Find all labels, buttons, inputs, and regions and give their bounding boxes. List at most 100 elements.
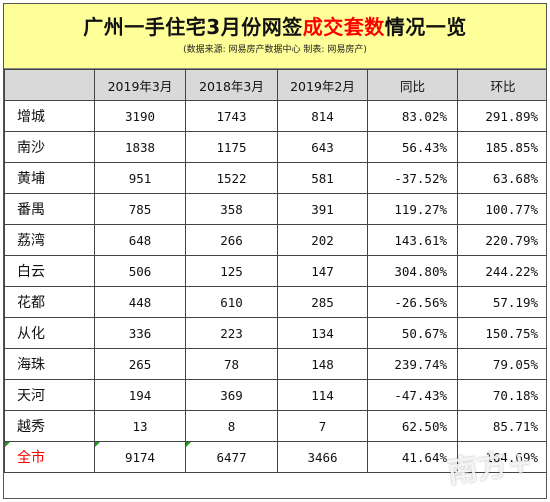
cell-district: 天河 bbox=[4, 379, 95, 411]
table-row: 荔湾 648 266 202 143.61% 220.79% bbox=[4, 224, 546, 256]
cell-mar2018: 369 bbox=[185, 379, 278, 411]
cell-feb2019: 147 bbox=[277, 255, 368, 287]
cell-mar2018: 610 bbox=[185, 286, 278, 318]
cell-yoy: -26.56% bbox=[367, 286, 458, 318]
title-block: 广州一手住宅3月份网签成交套数情况一览 (数据来源: 网易房产数据中心 制表: … bbox=[4, 4, 546, 69]
cell-feb2019: 148 bbox=[277, 348, 368, 380]
cell-yoy: -47.43% bbox=[367, 379, 458, 411]
table-row: 花都 448 610 285 -26.56% 57.19% bbox=[4, 286, 546, 318]
cell-mar2018: 125 bbox=[185, 255, 278, 287]
total-mar2019: 9174 bbox=[94, 441, 186, 473]
total-mom: 164.69% bbox=[457, 441, 546, 473]
cell-district: 番禺 bbox=[4, 193, 95, 225]
cell-mar2019: 265 bbox=[94, 348, 186, 380]
cell-mar2019: 194 bbox=[94, 379, 186, 411]
cell-feb2019: 391 bbox=[277, 193, 368, 225]
cell-yoy: 119.27% bbox=[367, 193, 458, 225]
cell-yoy: 239.74% bbox=[367, 348, 458, 380]
table-row: 白云 506 125 147 304.80% 244.22% bbox=[4, 255, 546, 287]
cell-district: 黄埔 bbox=[4, 162, 95, 194]
title-part2: 情况一览 bbox=[384, 15, 467, 39]
cell-mom: 79.05% bbox=[457, 348, 546, 380]
cell-mom: 150.75% bbox=[457, 317, 546, 349]
total-district: 全市 bbox=[4, 441, 95, 473]
cell-district: 增城 bbox=[4, 100, 95, 132]
header-feb2019: 2019年2月 bbox=[277, 69, 368, 101]
cell-mar2019: 506 bbox=[94, 255, 186, 287]
cell-district: 海珠 bbox=[4, 348, 95, 380]
header-corner bbox=[4, 69, 95, 101]
cell-mar2019: 13 bbox=[94, 410, 186, 442]
cell-mar2019: 336 bbox=[94, 317, 186, 349]
cell-mar2019: 1838 bbox=[94, 131, 186, 163]
cell-district: 荔湾 bbox=[4, 224, 95, 256]
cell-mom: 70.18% bbox=[457, 379, 546, 411]
cell-yoy: 143.61% bbox=[367, 224, 458, 256]
cell-yoy: 62.50% bbox=[367, 410, 458, 442]
header-mom: 环比 bbox=[457, 69, 546, 101]
table-row: 越秀 13 8 7 62.50% 85.71% bbox=[4, 410, 546, 442]
cell-mom: 220.79% bbox=[457, 224, 546, 256]
cell-mom: 85.71% bbox=[457, 410, 546, 442]
cell-mar2018: 358 bbox=[185, 193, 278, 225]
table-row: 增城 3190 1743 814 83.02% 291.89% bbox=[4, 100, 546, 132]
cell-yoy: 56.43% bbox=[367, 131, 458, 163]
cell-feb2019: 285 bbox=[277, 286, 368, 318]
cell-mar2018: 223 bbox=[185, 317, 278, 349]
total-mar2018: 6477 bbox=[185, 441, 278, 473]
cell-mar2018: 8 bbox=[185, 410, 278, 442]
total-row: 全市 9174 6477 3466 41.64% 164.69% bbox=[4, 441, 546, 473]
cell-feb2019: 114 bbox=[277, 379, 368, 411]
total-feb2019: 3466 bbox=[277, 441, 368, 473]
cell-mar2018: 266 bbox=[185, 224, 278, 256]
cell-mom: 63.68% bbox=[457, 162, 546, 194]
table-row: 南沙 1838 1175 643 56.43% 185.85% bbox=[4, 131, 546, 163]
cell-mar2018: 78 bbox=[185, 348, 278, 380]
cell-feb2019: 581 bbox=[277, 162, 368, 194]
cell-mar2019: 3190 bbox=[94, 100, 186, 132]
table-row: 海珠 265 78 148 239.74% 79.05% bbox=[4, 348, 546, 380]
cell-mar2019: 448 bbox=[94, 286, 186, 318]
cell-feb2019: 7 bbox=[277, 410, 368, 442]
cell-feb2019: 814 bbox=[277, 100, 368, 132]
cell-mar2019: 785 bbox=[94, 193, 186, 225]
cell-feb2019: 202 bbox=[277, 224, 368, 256]
title-part1: 广州一手住宅3月份网签 bbox=[83, 15, 303, 39]
header-row: 2019年3月 2018年3月 2019年2月 同比 环比 bbox=[4, 69, 546, 101]
title-highlight: 成交套数 bbox=[302, 15, 385, 39]
cell-yoy: -37.52% bbox=[367, 162, 458, 194]
cell-mar2018: 1522 bbox=[185, 162, 278, 194]
cell-district: 从化 bbox=[4, 317, 95, 349]
table-row: 番禺 785 358 391 119.27% 100.77% bbox=[4, 193, 546, 225]
cell-mom: 291.89% bbox=[457, 100, 546, 132]
table-body: 增城 3190 1743 814 83.02% 291.89% 南沙 1838 1175 643 5… bbox=[4, 100, 546, 442]
cell-district: 越秀 bbox=[4, 410, 95, 442]
source-note: (数据来源: 网易房产数据中心 制表: 网易房产) bbox=[183, 45, 367, 55]
cell-feb2019: 643 bbox=[277, 131, 368, 163]
header-mar2019: 2019年3月 bbox=[94, 69, 186, 101]
table-title: 广州一手住宅3月份网签成交套数情况一览 bbox=[4, 4, 546, 40]
cell-district: 花都 bbox=[4, 286, 95, 318]
table-row: 黄埔 951 1522 581 -37.52% 63.68% bbox=[4, 162, 546, 194]
header-mar2018: 2018年3月 bbox=[185, 69, 278, 101]
cell-yoy: 50.67% bbox=[367, 317, 458, 349]
cell-yoy: 304.80% bbox=[367, 255, 458, 287]
table-row: 从化 336 223 134 50.67% 150.75% bbox=[4, 317, 546, 349]
cell-yoy: 83.02% bbox=[367, 100, 458, 132]
total-yoy: 41.64% bbox=[367, 441, 458, 473]
cell-mar2018: 1175 bbox=[185, 131, 278, 163]
cell-district: 南沙 bbox=[4, 131, 95, 163]
cell-mar2019: 648 bbox=[94, 224, 186, 256]
cell-mom: 100.77% bbox=[457, 193, 546, 225]
data-table: 2019年3月 2018年3月 2019年2月 同比 环比 增城 3190 1743… bbox=[4, 69, 546, 473]
cell-mar2019: 951 bbox=[94, 162, 186, 194]
table-row: 天河 194 369 114 -47.43% 70.18% bbox=[4, 379, 546, 411]
cell-mom: 244.22% bbox=[457, 255, 546, 287]
cell-feb2019: 134 bbox=[277, 317, 368, 349]
spreadsheet-table: 广州一手住宅3月份网签成交套数情况一览 (数据来源: 网易房产数据中心 制表: … bbox=[3, 3, 547, 499]
cell-mom: 57.19% bbox=[457, 286, 546, 318]
header-yoy: 同比 bbox=[367, 69, 458, 101]
cell-mom: 185.85% bbox=[457, 131, 546, 163]
cell-district: 白云 bbox=[4, 255, 95, 287]
cell-mar2018: 1743 bbox=[185, 100, 278, 132]
